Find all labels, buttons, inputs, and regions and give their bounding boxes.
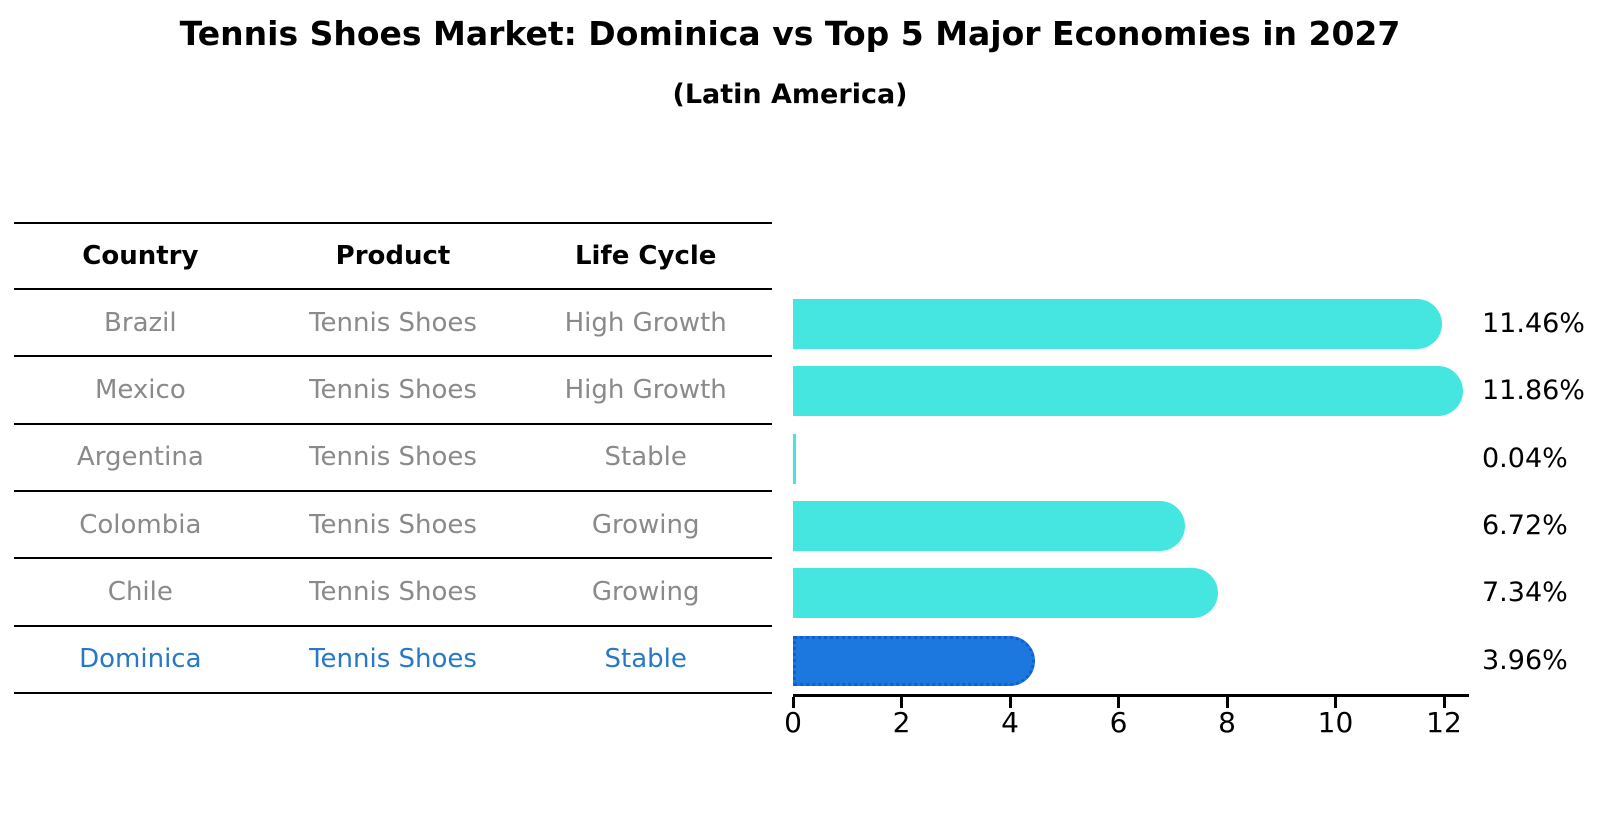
table-cell-country: Chile bbox=[107, 576, 173, 607]
x-axis-tick bbox=[900, 697, 903, 708]
x-axis-tick-label: 4 bbox=[1001, 706, 1019, 739]
x-axis-tick bbox=[1334, 697, 1337, 708]
bar-mexico bbox=[793, 366, 1464, 417]
table-cell-life-cycle: Growing bbox=[591, 509, 700, 540]
bar-value-label: 0.04% bbox=[1482, 442, 1568, 474]
bar-chile bbox=[793, 568, 1219, 619]
table-row: Colombia Tennis Shoes Growing bbox=[14, 492, 772, 560]
bar-value-label: 7.34% bbox=[1482, 577, 1568, 609]
table-cell-product: Tennis Shoes bbox=[309, 442, 477, 473]
table-row: Argentina Tennis Shoes Stable bbox=[14, 425, 772, 492]
data-table: Country Product Life Cycle Brazil Tennis … bbox=[14, 222, 772, 694]
table-row: Chile Tennis Shoes Growing bbox=[14, 559, 772, 627]
table-cell-product: Tennis Shoes bbox=[309, 644, 477, 675]
bar-colombia bbox=[793, 500, 1185, 551]
bar-argentina bbox=[793, 433, 796, 484]
table-cell-country: Dominica bbox=[79, 644, 202, 675]
x-axis-tick-label: 12 bbox=[1426, 706, 1462, 739]
table-cell-life-cycle: High Growth bbox=[564, 307, 727, 338]
chart-title: Tennis Shoes Market: Dominica vs Top 5 M… bbox=[179, 14, 1401, 53]
chart-subtitle: (Latin America) bbox=[672, 79, 908, 110]
x-axis-tick bbox=[1225, 697, 1229, 708]
table-row: Mexico Tennis Shoes High Growth bbox=[14, 357, 772, 425]
x-axis-tick bbox=[791, 697, 795, 708]
table-body: Brazil Tennis Shoes High Growth Mexico Tenni… bbox=[14, 290, 772, 694]
table-cell-country: Brazil bbox=[104, 307, 177, 338]
table-cell-country: Colombia bbox=[79, 509, 202, 540]
x-axis-tick bbox=[1008, 697, 1012, 708]
table-cell-life-cycle: Stable bbox=[604, 644, 687, 675]
table-cell-product: Tennis Shoes bbox=[309, 509, 477, 540]
table-cell-country: Mexico bbox=[94, 374, 186, 405]
table-header-row: Country Product Life Cycle bbox=[14, 224, 772, 290]
table-row: Dominica Tennis Shoes Stable bbox=[14, 627, 772, 694]
x-axis-tick-label: 6 bbox=[1109, 706, 1128, 739]
bar-value-label: 11.86% bbox=[1482, 375, 1585, 407]
table-cell-product: Tennis Shoes bbox=[309, 576, 477, 607]
x-axis-tick-label: 8 bbox=[1218, 706, 1236, 739]
bar-brazil bbox=[793, 299, 1442, 349]
table-cell-life-cycle: Stable bbox=[604, 442, 687, 473]
bar-value-label: 3.96% bbox=[1482, 644, 1568, 676]
x-axis-line bbox=[793, 694, 1469, 697]
table-header-life-cycle: Life Cycle bbox=[574, 241, 717, 271]
table-row: Brazil Tennis Shoes High Growth bbox=[14, 290, 772, 358]
x-axis-tick-label: 2 bbox=[892, 706, 911, 739]
table-cell-life-cycle: Growing bbox=[591, 576, 700, 607]
x-axis-tick bbox=[1442, 697, 1446, 708]
bar-value-label: 11.46% bbox=[1482, 308, 1585, 339]
x-axis-tick bbox=[1117, 697, 1120, 708]
table-header-country: Country bbox=[82, 241, 199, 271]
table-cell-product: Tennis Shoes bbox=[309, 307, 477, 338]
bar-value-label: 6.72% bbox=[1482, 509, 1568, 541]
table-cell-life-cycle: High Growth bbox=[564, 374, 727, 405]
table-cell-country: Argentina bbox=[76, 442, 204, 473]
table-cell-product: Tennis Shoes bbox=[309, 374, 477, 405]
x-axis-tick-label: 10 bbox=[1317, 706, 1354, 739]
bar-dominica bbox=[793, 635, 1035, 686]
table-header-product: Product bbox=[335, 241, 451, 271]
x-axis-tick-label: 0 bbox=[784, 706, 802, 739]
